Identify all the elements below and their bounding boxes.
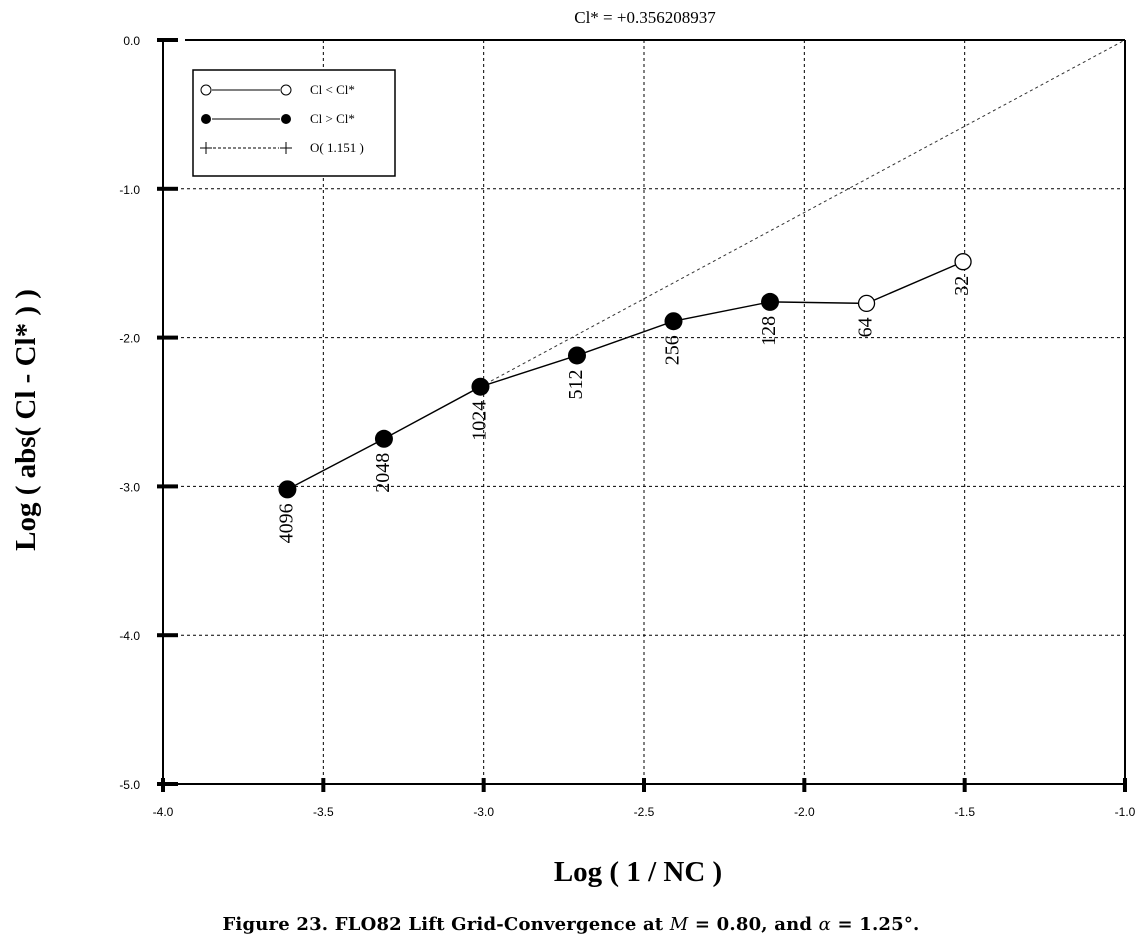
y-tick-label: -5.0 bbox=[119, 778, 140, 792]
y-tick-label: -2.0 bbox=[119, 332, 140, 346]
filled-circle-icon bbox=[281, 114, 291, 124]
chart-title: Cl* = +0.356208937 bbox=[574, 8, 716, 27]
filled-circle-marker bbox=[761, 292, 780, 311]
x-tick-label: -3.0 bbox=[473, 805, 494, 819]
filled-circle-marker bbox=[278, 480, 297, 499]
x-tick-mark bbox=[802, 778, 807, 792]
x-tick-label: -3.5 bbox=[313, 805, 334, 819]
y-tick-label: -3.0 bbox=[119, 480, 140, 494]
legend-box bbox=[192, 69, 396, 177]
x-tick-label: -1.5 bbox=[954, 805, 975, 819]
open-circle-icon bbox=[280, 84, 292, 96]
order-reference-line bbox=[480, 39, 1126, 388]
caption-alpha-symbol: α bbox=[818, 914, 831, 935]
grid-size-label: 4096 bbox=[275, 503, 297, 543]
y-tick-label: -1.0 bbox=[119, 183, 140, 197]
x-tick-mark bbox=[1123, 778, 1127, 792]
open-circle-marker bbox=[954, 253, 972, 271]
y-tick-label: 0.0 bbox=[123, 34, 140, 48]
filled-circle-marker bbox=[664, 312, 683, 331]
y-tick-mark bbox=[157, 186, 178, 191]
filled-circle-marker bbox=[471, 377, 490, 396]
caption-mach-value: = 0.80, and bbox=[688, 914, 819, 935]
data-series: 4096 2048 1024 512 256 128 64 32 bbox=[275, 253, 973, 543]
x-tick-mark bbox=[962, 778, 967, 792]
x-tick-label: -1.0 bbox=[1115, 805, 1136, 819]
legend: Cl < Cl* Cl > Cl* O( 1.151 ) bbox=[192, 69, 396, 177]
convergence-line bbox=[287, 261, 964, 490]
y-tick-label: -4.0 bbox=[119, 629, 140, 643]
x-axis-label: Log ( 1 / NC ) bbox=[554, 856, 722, 888]
x-tick-mark bbox=[161, 778, 165, 792]
x-tick-label: -2.0 bbox=[794, 805, 815, 819]
x-tick-mark bbox=[481, 778, 486, 792]
x-tick-mark bbox=[321, 778, 326, 792]
order-line bbox=[480, 39, 1126, 388]
x-tick-label: -4.0 bbox=[153, 805, 174, 819]
caption-prefix: Figure 23. FLO82 Lift Grid-Convergence a… bbox=[222, 914, 670, 935]
grid-size-label: 128 bbox=[758, 316, 780, 346]
y-tick-mark bbox=[157, 782, 178, 786]
convergence-chart: Cl* = +0.356208937 0.0 -1.0 -2.0 -3.0 -4.0 -5… bbox=[10, 8, 1136, 888]
y-tick-mark bbox=[157, 484, 178, 489]
caption-alpha-value: = 1.25°. bbox=[831, 914, 920, 935]
x-tick-mark bbox=[642, 778, 646, 792]
legend-label: Cl > Cl* bbox=[310, 111, 355, 126]
y-axis-label: Log ( abs( Cl - Cl* ) ) bbox=[10, 289, 42, 551]
grid-size-label: 2048 bbox=[372, 453, 394, 493]
x-tick-label: -2.5 bbox=[634, 805, 655, 819]
grid-size-label: 256 bbox=[662, 335, 684, 365]
y-tick-mark bbox=[157, 633, 178, 638]
open-circle-marker bbox=[857, 294, 876, 313]
legend-label: Cl < Cl* bbox=[310, 82, 355, 97]
grid-lines bbox=[163, 40, 1125, 784]
y-tick-mark bbox=[157, 335, 178, 340]
filled-circle-icon bbox=[201, 114, 211, 124]
x-axis-ticks: -4.0 -3.5 -3.0 -2.5 -2.0 -1.5 -1.0 bbox=[153, 778, 1136, 819]
grid-size-label: 512 bbox=[565, 369, 587, 399]
grid-size-label: 64 bbox=[855, 317, 877, 337]
grid-size-label: 1024 bbox=[468, 401, 490, 441]
y-tick-mark bbox=[157, 38, 178, 42]
legend-label: O( 1.151 ) bbox=[310, 140, 364, 155]
grid-size-label: 32 bbox=[951, 276, 973, 296]
filled-circle-marker bbox=[374, 429, 393, 448]
figure-caption: Figure 23. FLO82 Lift Grid-Convergence a… bbox=[0, 914, 1142, 935]
open-circle-icon bbox=[200, 84, 212, 96]
y-axis-ticks: 0.0 -1.0 -2.0 -3.0 -4.0 -5.0 bbox=[119, 34, 178, 792]
filled-circle-marker bbox=[567, 346, 586, 365]
caption-mach-symbol: M bbox=[669, 914, 689, 935]
